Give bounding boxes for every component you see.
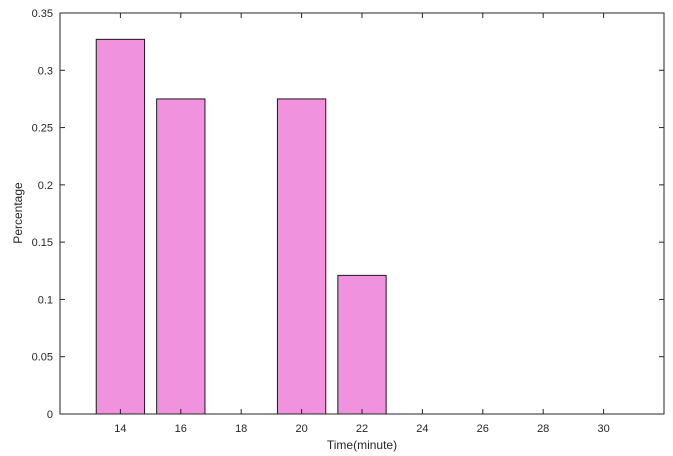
bar-20: [276, 98, 327, 415]
x-tick-label: 28: [537, 423, 549, 435]
y-tick-label: 0.3: [38, 65, 53, 77]
y-tick-label: 0.05: [32, 352, 53, 364]
bars-group: [95, 38, 387, 415]
y-tick-label: 0.1: [38, 294, 53, 306]
bar-14: [95, 38, 146, 415]
bar-22: [337, 274, 387, 415]
x-tick-label: 20: [295, 423, 307, 435]
x-tick-label: 30: [597, 423, 609, 435]
x-tick-label: 14: [114, 423, 126, 435]
y-tick-label: 0: [47, 409, 53, 421]
ticks-group: 14 16 18 20 22 24 26 28 30 0 0.05 0.1 0.15 0.2 0.25 0.3…: [32, 8, 664, 435]
x-tick-label: 18: [235, 423, 247, 435]
y-tick-label: 0.2: [38, 180, 53, 192]
plot-frame: [59, 12, 665, 415]
y-axis-label: Percentage: [11, 182, 25, 244]
bar-16: [156, 98, 206, 415]
y-tick-label: 0.15: [32, 237, 53, 249]
x-tick-label: 16: [175, 423, 187, 435]
y-tick-label: 0.35: [32, 8, 53, 20]
x-tick-label: 22: [356, 423, 368, 435]
y-tick-label: 0.25: [32, 123, 53, 135]
x-tick-label: 26: [477, 423, 489, 435]
x-axis-label: Time(minute): [327, 438, 397, 452]
x-tick-label: 24: [416, 423, 428, 435]
